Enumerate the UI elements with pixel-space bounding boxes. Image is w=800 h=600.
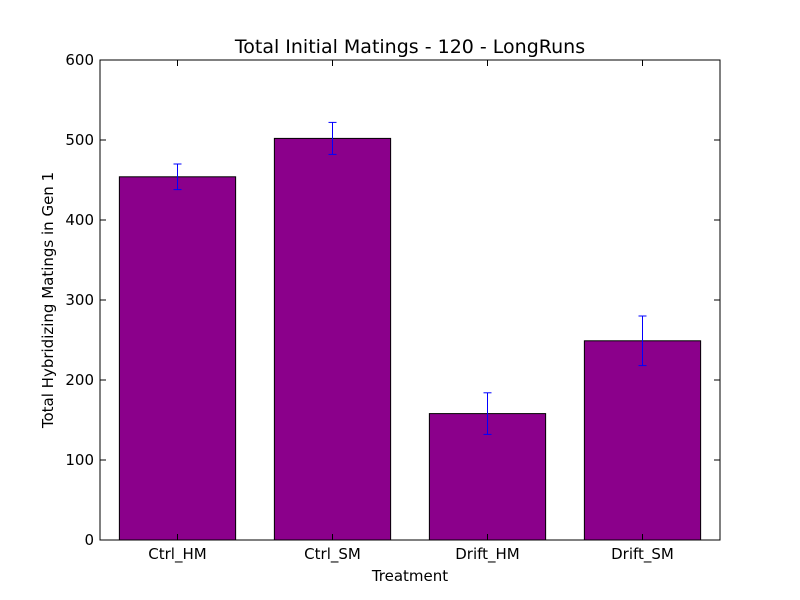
- x-tick-label: Drift_HM: [455, 545, 520, 564]
- y-tick-label: 600: [65, 51, 94, 69]
- error-bar-drift-sm: [638, 315, 647, 367]
- x-tick-label: Ctrl_HM: [148, 545, 206, 564]
- error-bar-ctrl-sm: [328, 121, 337, 155]
- y-tick-label: 200: [65, 371, 94, 389]
- y-tick-label: 0: [84, 531, 94, 549]
- y-tick-label: 400: [65, 211, 94, 229]
- x-axis-label: Treatment: [371, 567, 448, 585]
- bar-ctrl-sm: [273, 137, 392, 541]
- error-bars-layer: [173, 121, 647, 435]
- x-tick-label: Drift_SM: [611, 545, 674, 564]
- x-tick-label: Ctrl_SM: [304, 545, 361, 564]
- y-axis-label: Total Hybridizing Matings in Gen 1: [39, 172, 57, 429]
- bars-layer: [118, 137, 702, 541]
- y-tick-label: 100: [65, 451, 94, 469]
- y-tick-label: 300: [65, 291, 94, 309]
- ticks-layer: Ctrl_HM Ctrl_SM Drift_HM Drift_SM 0 100 200 300…: [65, 51, 720, 564]
- plot-frame: [99, 59, 721, 541]
- y-tick-label: 500: [65, 131, 94, 149]
- bar-drift-sm: [583, 340, 702, 541]
- error-bar-drift-hm: [483, 392, 492, 435]
- error-bar-ctrl-hm: [173, 163, 182, 191]
- chart-title: Total Initial Matings - 120 - LongRuns: [234, 36, 585, 58]
- bar-ctrl-hm: [118, 176, 237, 541]
